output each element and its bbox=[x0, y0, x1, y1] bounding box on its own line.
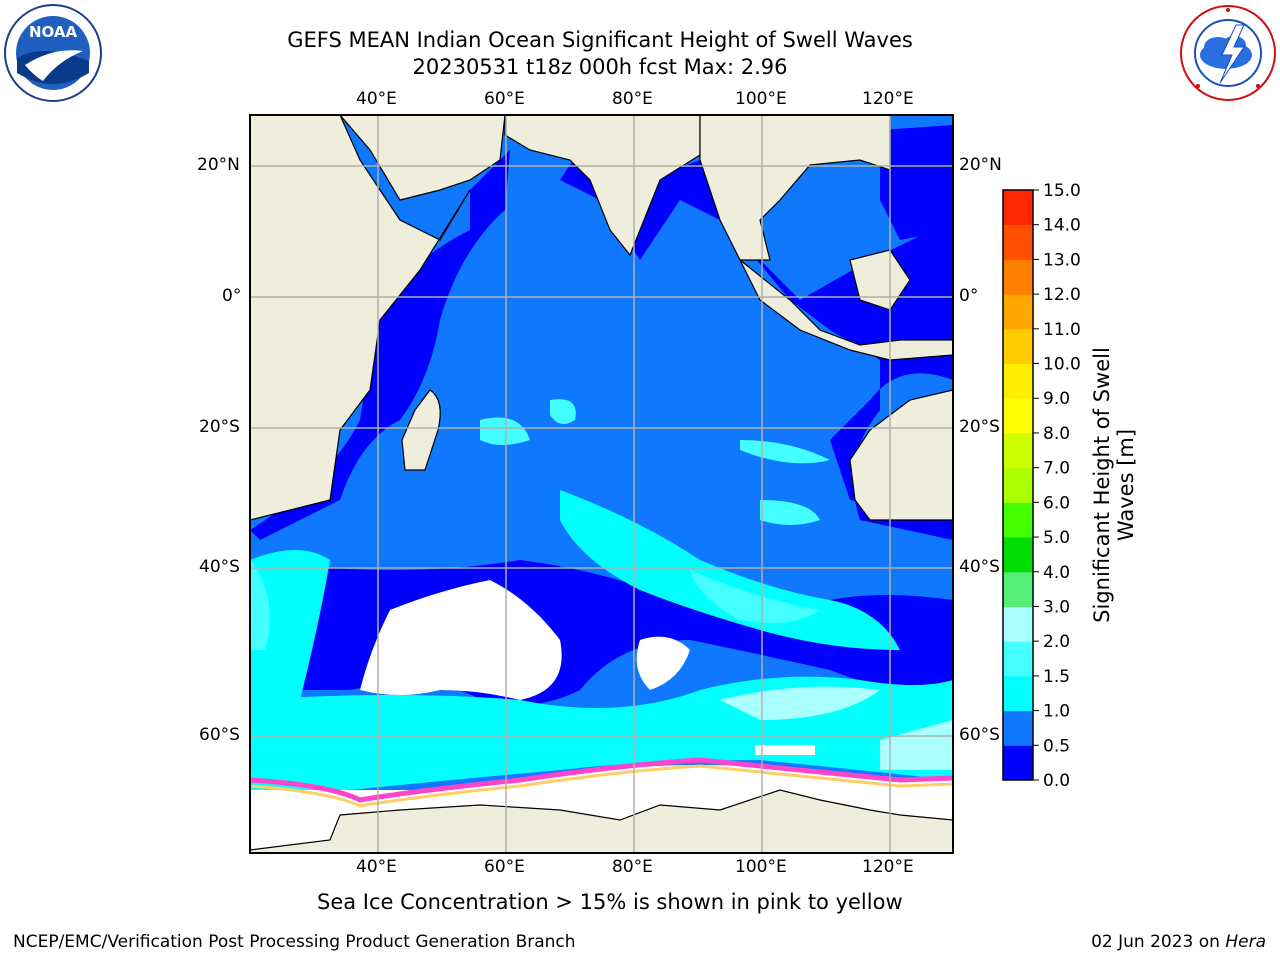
lat-label-left-60s: 60°S bbox=[199, 725, 240, 745]
colorbar-swatch bbox=[1003, 259, 1033, 295]
lon-label-top-80e: 80°E bbox=[612, 89, 653, 109]
colorbar-swatch bbox=[1003, 224, 1033, 260]
colorbar-tick-label: 6.0 bbox=[1043, 493, 1070, 513]
colorbar-swatch bbox=[1003, 467, 1033, 503]
lon-label-top-100e: 100°E bbox=[735, 89, 787, 109]
colorbar-label-line2: Waves [m] bbox=[1114, 428, 1138, 542]
map-frame bbox=[249, 114, 954, 854]
lat-label-right-20s: 20°S bbox=[959, 417, 1000, 437]
colorbar-swatch bbox=[1003, 675, 1033, 712]
colorbar-tick-label: 1.5 bbox=[1043, 667, 1070, 687]
colorbar-swatch bbox=[1003, 606, 1033, 642]
colorbar-tick-label: 5.0 bbox=[1043, 528, 1070, 548]
colorbar-swatch bbox=[1003, 363, 1033, 399]
colorbar-tick-label: 0.5 bbox=[1043, 736, 1070, 756]
lon-label-top-40e: 40°E bbox=[356, 89, 397, 109]
footer-machine: Hera bbox=[1225, 932, 1266, 952]
colorbar-swatch bbox=[1003, 328, 1033, 365]
lat-label-left-40s: 40°S bbox=[199, 557, 240, 577]
colorbar-swatch bbox=[1003, 294, 1033, 330]
lon-label-bottom-100e: 100°E bbox=[735, 857, 787, 877]
colorbar-tick-label: 10.0 bbox=[1043, 355, 1081, 375]
colorbar-swatch bbox=[1003, 432, 1033, 469]
lon-label-bottom-60e: 60°E bbox=[484, 857, 525, 877]
colorbar-tick-label: 2.0 bbox=[1043, 632, 1070, 652]
colorbar-swatch bbox=[1003, 502, 1033, 538]
map-gridlines bbox=[250, 115, 953, 853]
colorbar-tick-label: 15.0 bbox=[1043, 181, 1081, 201]
lat-label-right-0: 0° bbox=[959, 286, 979, 306]
colorbar-frame bbox=[1002, 189, 1034, 781]
lon-label-top-60e: 60°E bbox=[484, 89, 525, 109]
colorbar-tick-label: 4.0 bbox=[1043, 563, 1070, 583]
colorbar-tick-label: 0.0 bbox=[1043, 771, 1070, 790]
colorbar-tick-label: 8.0 bbox=[1043, 424, 1070, 444]
lat-label-left-0: 0° bbox=[222, 286, 242, 306]
lat-label-left-20s: 20°S bbox=[199, 417, 240, 437]
lon-label-bottom-120e: 120°E bbox=[862, 857, 914, 877]
colorbar-swatch bbox=[1003, 745, 1033, 781]
colorbar-swatch bbox=[1003, 710, 1033, 746]
footer-date: 02 Jun 2023 on Hera bbox=[1091, 932, 1266, 952]
colorbar-tick-label: 11.0 bbox=[1043, 320, 1081, 340]
nws-logo-icon bbox=[1180, 5, 1276, 101]
lon-label-top-120e: 120°E bbox=[862, 89, 914, 109]
noaa-logo-text: NOAA bbox=[29, 23, 78, 41]
noaa-logo-icon: NOAA bbox=[4, 4, 102, 102]
chart-title-line1: GEFS MEAN Indian Ocean Significant Heigh… bbox=[287, 28, 913, 52]
colorbar-swatch bbox=[1003, 571, 1033, 607]
colorbar-tick-label: 7.0 bbox=[1043, 459, 1070, 479]
lat-label-right-60s: 60°S bbox=[959, 725, 1000, 745]
footer-credit: NCEP/EMC/Verification Post Processing Pr… bbox=[13, 932, 576, 952]
colorbar-tick-label: 9.0 bbox=[1043, 389, 1070, 409]
colorbar-label: Significant Height of Swell Waves [m] bbox=[1090, 347, 1150, 623]
colorbar-swatch bbox=[1003, 641, 1033, 677]
lat-label-left-20n: 20°N bbox=[197, 155, 240, 175]
sea-ice-note: Sea Ice Concentration > 15% is shown in … bbox=[317, 890, 903, 914]
colorbar-tick-label: 12.0 bbox=[1043, 285, 1081, 305]
footer-date-text: 02 Jun 2023 on bbox=[1091, 932, 1226, 952]
colorbar-label-line1: Significant Height of Swell bbox=[1090, 347, 1114, 623]
lat-label-right-20n: 20°N bbox=[959, 155, 1002, 175]
lon-label-bottom-40e: 40°E bbox=[356, 857, 397, 877]
lat-label-right-40s: 40°S bbox=[959, 557, 1000, 577]
colorbar-tick-label: 3.0 bbox=[1043, 597, 1070, 617]
colorbar-tick-label: 13.0 bbox=[1043, 250, 1081, 270]
colorbar-swatch bbox=[1003, 537, 1033, 573]
colorbar-tick-label: 1.0 bbox=[1043, 702, 1070, 722]
colorbar-swatch bbox=[1003, 398, 1033, 434]
colorbar-tick-label: 14.0 bbox=[1043, 216, 1081, 236]
lon-label-bottom-80e: 80°E bbox=[612, 857, 653, 877]
colorbar-swatch bbox=[1003, 190, 1033, 226]
colorbar: 0.0 0.5 1.0 1.5 2.0 3.0 4.0 5.0 6.0 7.0 8.0 9.0 10.0… bbox=[1002, 181, 1081, 790]
chart-title-line2: 20230531 t18z 000h fcst Max: 2.96 bbox=[412, 55, 788, 79]
